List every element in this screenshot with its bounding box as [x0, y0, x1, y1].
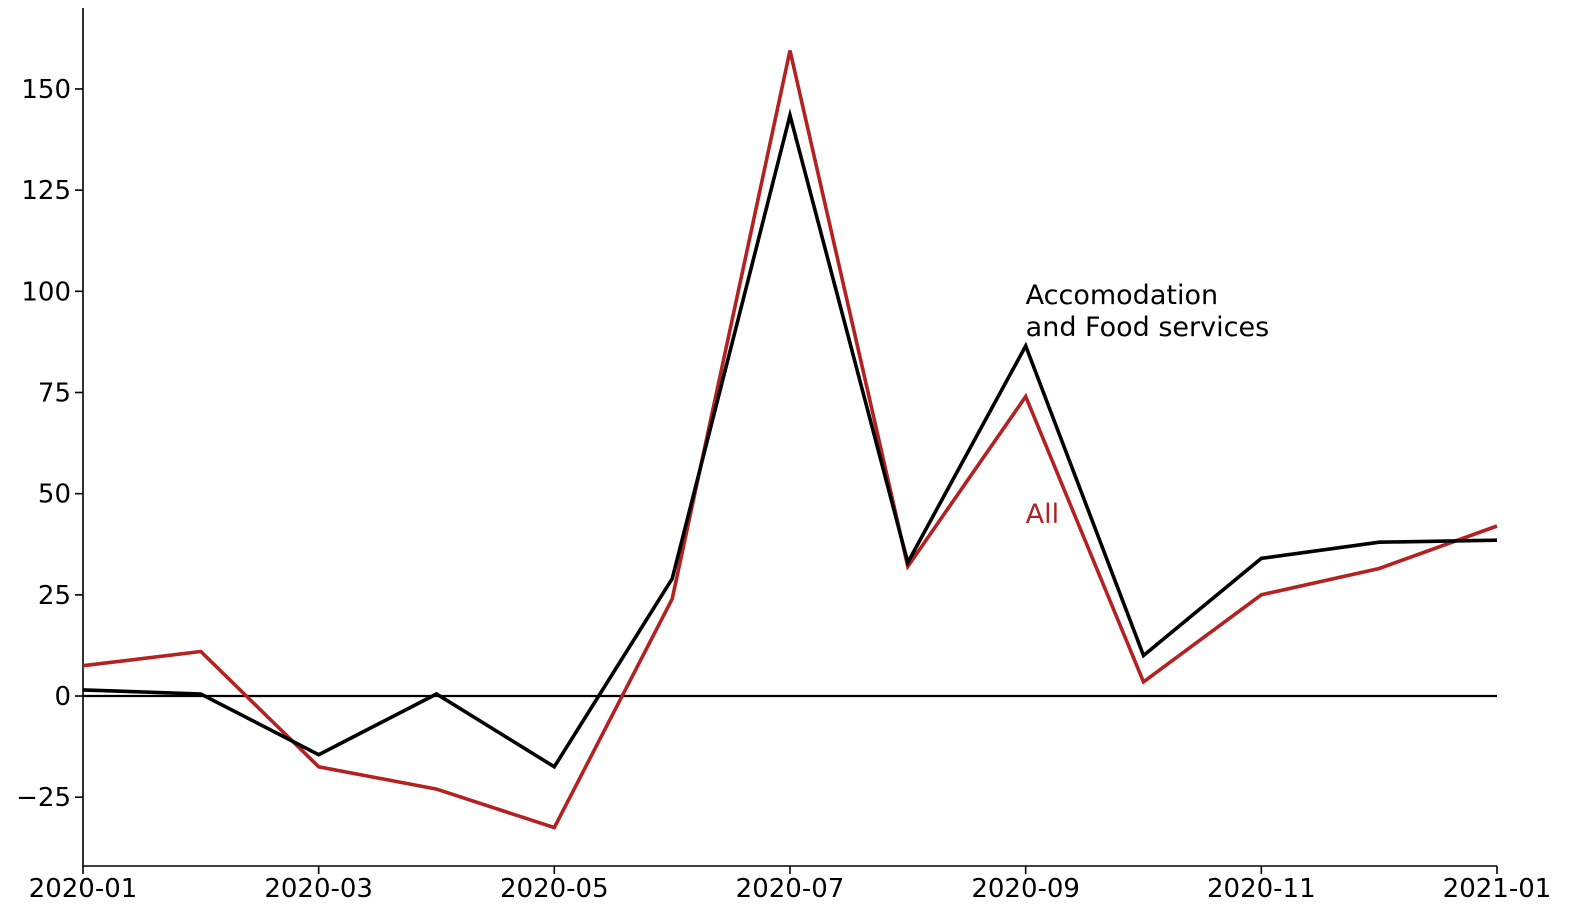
x-tick-label: 2020-01: [29, 874, 138, 904]
x-tick-label: 2020-11: [1207, 874, 1316, 904]
y-tick-label: 75: [38, 378, 71, 408]
series-label-accomodation: Accomodation: [1026, 280, 1218, 311]
x-tick-label: 2020-09: [971, 874, 1080, 904]
series-label-accomodation: and Food services: [1026, 312, 1270, 343]
axes: −25 0 25 50 75 100 125 150 2020-01 2020-03 2020-05…: [16, 8, 1551, 904]
y-tick-label: 100: [21, 277, 71, 307]
x-tick-label: 2020-07: [736, 874, 845, 904]
y-tick-label: 125: [21, 176, 71, 206]
y-tick-label: 150: [21, 75, 71, 105]
series-label-all: All: [1026, 499, 1059, 530]
series-line: [82, 108, 1498, 770]
series-line: [82, 50, 1498, 830]
y-tick-label: 0: [54, 682, 71, 712]
y-tick-label: 50: [38, 480, 71, 510]
series-layer: [82, 50, 1498, 830]
y-tick-label: −25: [16, 783, 71, 813]
x-tick-label: 2020-03: [264, 874, 373, 904]
x-tick-label: 2020-05: [500, 874, 609, 904]
x-tick-label: 2021-01: [1443, 874, 1552, 904]
y-tick-label: 25: [38, 581, 71, 611]
